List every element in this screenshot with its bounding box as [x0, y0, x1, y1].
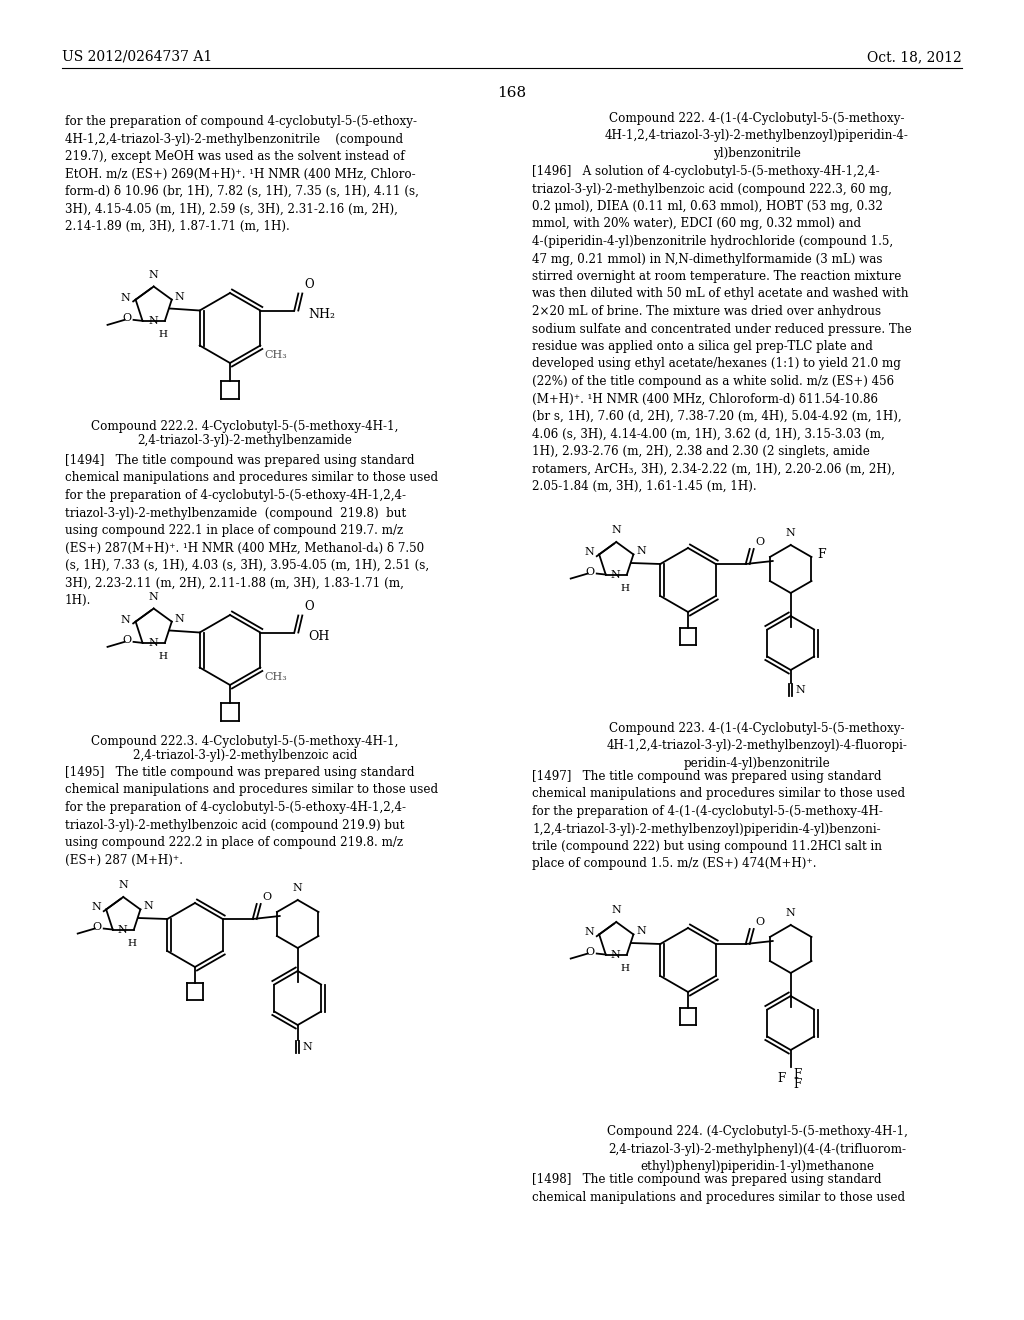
Text: F: F — [794, 1077, 802, 1090]
Text: N: N — [293, 883, 302, 894]
Text: N: N — [148, 638, 158, 648]
Text: N: N — [611, 525, 622, 535]
Text: [1498]   The title compound was prepared using standard
chemical manipulations a: [1498] The title compound was prepared u… — [532, 1173, 905, 1204]
Text: O: O — [586, 566, 595, 577]
Text: H: H — [159, 652, 167, 661]
Text: N: N — [636, 546, 646, 557]
Text: Oct. 18, 2012: Oct. 18, 2012 — [867, 50, 962, 63]
Text: N: N — [585, 928, 594, 937]
Text: N: N — [148, 591, 159, 602]
Text: H: H — [127, 939, 136, 948]
Text: N: N — [175, 614, 184, 623]
Text: H: H — [621, 964, 630, 973]
Text: O: O — [586, 946, 595, 957]
Text: N: N — [785, 908, 796, 917]
Text: Compound 222.3. 4-Cyclobutyl-5-(5-methoxy-4H-1,: Compound 222.3. 4-Cyclobutyl-5-(5-methox… — [91, 735, 398, 748]
Text: H: H — [621, 583, 630, 593]
Text: N: N — [121, 615, 131, 624]
Text: Compound 222.2. 4-Cyclobutyl-5-(5-methoxy-4H-1,: Compound 222.2. 4-Cyclobutyl-5-(5-methox… — [91, 420, 398, 433]
Text: N: N — [796, 685, 806, 696]
Text: CH₃: CH₃ — [264, 672, 287, 682]
Text: F: F — [794, 1068, 802, 1081]
Text: O: O — [123, 313, 131, 323]
Text: [1497]   The title compound was prepared using standard
chemical manipulations a: [1497] The title compound was prepared u… — [532, 770, 905, 870]
Text: N: N — [636, 927, 646, 936]
Text: for the preparation of compound 4-cyclobutyl-5-(5-ethoxy-
4H-1,2,4-triazol-3-yl): for the preparation of compound 4-cyclob… — [65, 115, 419, 234]
Text: N: N — [610, 569, 620, 579]
Text: US 2012/0264737 A1: US 2012/0264737 A1 — [62, 50, 212, 63]
Text: 2,4-triazol-3-yl)-2-methylbenzamide: 2,4-triazol-3-yl)-2-methylbenzamide — [137, 434, 352, 447]
Text: O: O — [304, 279, 314, 292]
Text: N: N — [121, 293, 131, 302]
Text: [1495]   The title compound was prepared using standard
chemical manipulations a: [1495] The title compound was prepared u… — [65, 766, 438, 866]
Text: O: O — [756, 537, 765, 546]
Text: Compound 222. 4-(1-(4-Cyclobutyl-5-(5-methoxy-
4H-1,2,4-triazol-3-yl)-2-methylbe: Compound 222. 4-(1-(4-Cyclobutyl-5-(5-me… — [605, 112, 909, 160]
Text: O: O — [123, 635, 131, 645]
Text: OH: OH — [308, 630, 330, 643]
Text: [1496]   A solution of 4-cyclobutyl-5-(5-methoxy-4H-1,2,4-
triazol-3-yl)-2-methy: [1496] A solution of 4-cyclobutyl-5-(5-m… — [532, 165, 911, 492]
Text: F: F — [817, 548, 826, 561]
Text: F: F — [777, 1072, 785, 1085]
Text: 2,4-triazol-3-yl)-2-methylbenzoic acid: 2,4-triazol-3-yl)-2-methylbenzoic acid — [133, 748, 357, 762]
Text: N: N — [585, 548, 594, 557]
Text: O: O — [92, 921, 101, 932]
Text: O: O — [304, 601, 314, 614]
Text: 168: 168 — [498, 86, 526, 100]
Text: H: H — [159, 330, 167, 339]
Text: N: N — [611, 906, 622, 915]
Text: Compound 223. 4-(1-(4-Cyclobutyl-5-(5-methoxy-
4H-1,2,4-triazol-3-yl)-2-methylbe: Compound 223. 4-(1-(4-Cyclobutyl-5-(5-me… — [606, 722, 907, 770]
Text: NH₂: NH₂ — [308, 308, 335, 321]
Text: N: N — [610, 949, 620, 960]
Text: N: N — [785, 528, 796, 539]
Text: N: N — [117, 924, 127, 935]
Text: N: N — [175, 292, 184, 302]
Text: N: N — [119, 880, 128, 890]
Text: N: N — [303, 1041, 312, 1052]
Text: O: O — [756, 917, 765, 927]
Text: N: N — [148, 269, 159, 280]
Text: [1494]   The title compound was prepared using standard
chemical manipulations a: [1494] The title compound was prepared u… — [65, 454, 438, 607]
Text: O: O — [263, 892, 271, 902]
Text: CH₃: CH₃ — [264, 351, 287, 360]
Text: Compound 224. (4-Cyclobutyl-5-(5-methoxy-4H-1,
2,4-triazol-3-yl)-2-methylphenyl): Compound 224. (4-Cyclobutyl-5-(5-methoxy… — [606, 1125, 907, 1173]
Text: N: N — [148, 315, 158, 326]
Text: N: N — [91, 903, 101, 912]
Text: N: N — [143, 902, 154, 911]
